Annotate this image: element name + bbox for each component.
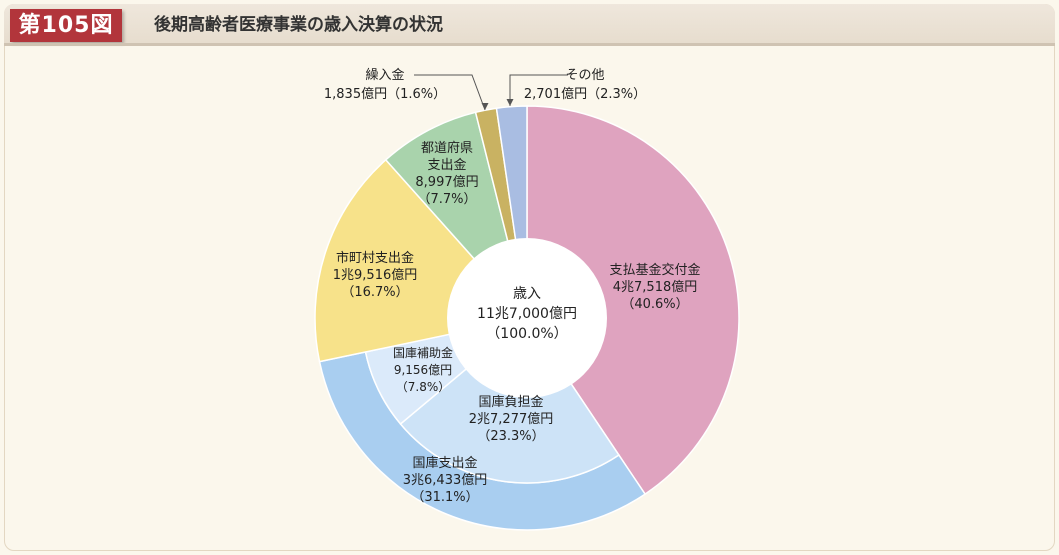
label-kokko_hojo: 国庫補助金 9,156億円（7.8%） — [393, 345, 453, 394]
leader-line-kurikomi — [414, 74, 486, 111]
leader-line-sonota — [509, 74, 568, 106]
figure-title: 後期高齢者医療事業の歳入決算の状況 — [154, 15, 443, 35]
label-shien: 支払基金交付金 4兆7,518億円（40.6%） — [609, 262, 700, 312]
label-kokko_shishutsu: 国庫支出金 3兆6,433億円（31.1%） — [403, 455, 488, 505]
label-kurikomi-name: 繰入金 — [365, 67, 404, 83]
center-label: 歳入 11兆7,000億円（100.0%） — [477, 286, 577, 342]
label-todofuken: 都道府県支出金 8,997億円（7.7%） — [415, 141, 478, 207]
center-hole — [447, 238, 607, 398]
figure-header: 第105図 後期高齢者医療事業の歳入決算の状況 — [4, 4, 1055, 46]
label-shichoson: 市町村支出金 1兆9,516億円（16.7%） — [333, 250, 418, 300]
label-sonota-value: 2,701億円（2.3%） — [524, 86, 646, 102]
leader-arrow-kurikomi — [481, 103, 489, 110]
label-kurikomi-value: 1,835億円（1.6%） — [324, 86, 446, 102]
header-divider — [4, 43, 1055, 46]
figure-number-badge: 第105図 — [10, 9, 122, 42]
leader-arrow-sonota — [506, 99, 514, 106]
label-sonota-name: その他 — [565, 68, 604, 83]
label-kokko_futan: 国庫負担金 2兆7,277億円（23.3%） — [469, 394, 554, 444]
